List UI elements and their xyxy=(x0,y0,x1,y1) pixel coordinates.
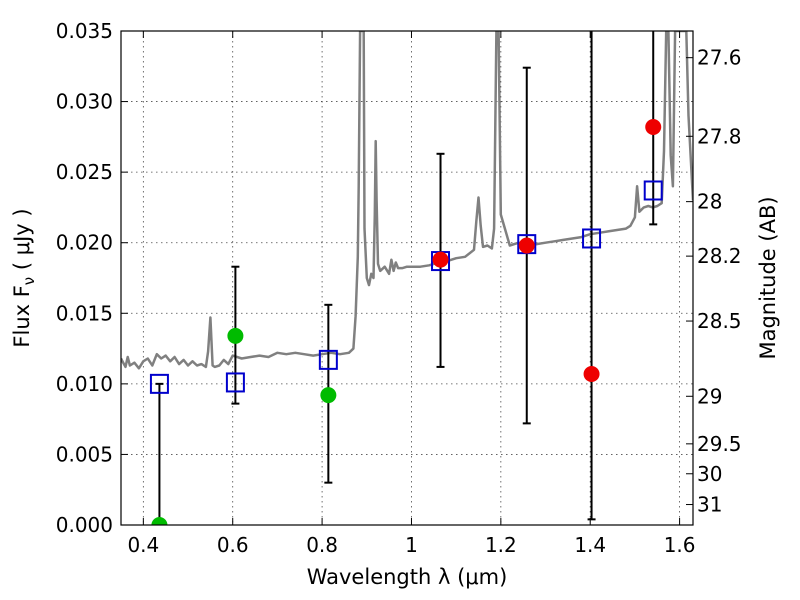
markers-layer xyxy=(149,118,663,525)
y-tick-label: 0.005 xyxy=(56,442,113,466)
y2-tick-label: 28.5 xyxy=(697,309,742,333)
x-tick-label: 1.4 xyxy=(574,533,606,557)
error-bars-layer xyxy=(155,31,658,525)
x-tick-label: 0.8 xyxy=(306,533,338,557)
y-axis-label-main: Flux F xyxy=(10,285,34,347)
y-tick-label: 0.020 xyxy=(56,231,113,255)
photometry-square-marker xyxy=(582,228,602,249)
photometry-square-marker xyxy=(149,373,169,394)
x-tick-label: 0.4 xyxy=(127,533,159,557)
y-tick-label: 0.035 xyxy=(56,19,113,43)
secondary-y-axis-label: Magnitude (AB) xyxy=(756,196,780,359)
y-tick-label: 0.010 xyxy=(56,372,113,396)
y2-tick-label: 27.6 xyxy=(697,46,742,70)
green-circle-marker xyxy=(227,327,244,344)
red-circle-marker xyxy=(432,251,449,268)
y2-tick-label: 29 xyxy=(697,384,722,408)
sed-model-layer xyxy=(121,31,693,370)
x-tick-label: 0.6 xyxy=(217,533,249,557)
x-axis-label: Wavelength λ (μm) xyxy=(307,565,508,589)
photometry-square-marker xyxy=(225,372,245,393)
red-circle-marker xyxy=(645,118,662,135)
green-circle-marker xyxy=(151,517,168,525)
sed-model-line xyxy=(121,31,693,370)
x-tick-label: 1.6 xyxy=(664,533,696,557)
red-circle-marker xyxy=(518,237,535,254)
y-tick-label: 0.030 xyxy=(56,90,113,114)
y-tick-label: 0.000 xyxy=(56,513,113,537)
y-tick-label: 0.015 xyxy=(56,301,113,325)
y-axis-label: Flux Fν ( μJy ) xyxy=(10,208,38,347)
y2-tick-label: 28.2 xyxy=(697,244,742,268)
y-axis-label-unit: ( μJy ) xyxy=(10,208,34,276)
y2-tick-label: 30 xyxy=(697,462,722,486)
x-tick-label: 1 xyxy=(405,533,418,557)
ticks-layer: 0.4 0.6 0.8 1 1.2 1.4 1.6 0.000 0.005 0.010 0.015 0… xyxy=(56,19,742,557)
y2-tick-label: 28 xyxy=(697,190,722,214)
plot-frame xyxy=(120,30,694,526)
red-circle-marker xyxy=(583,365,600,382)
photometry-square-marker xyxy=(643,180,663,201)
green-circle-marker xyxy=(320,387,337,404)
y-axis-label-subscript: ν xyxy=(20,277,38,285)
photometry-square-marker xyxy=(318,349,338,370)
y2-tick-label: 27.8 xyxy=(697,124,742,148)
y2-tick-label: 31 xyxy=(697,493,722,517)
grid-lines xyxy=(121,31,693,525)
y2-tick-label: 29.5 xyxy=(697,432,742,456)
y-tick-label: 0.025 xyxy=(56,160,113,184)
x-tick-label: 1.2 xyxy=(485,533,517,557)
